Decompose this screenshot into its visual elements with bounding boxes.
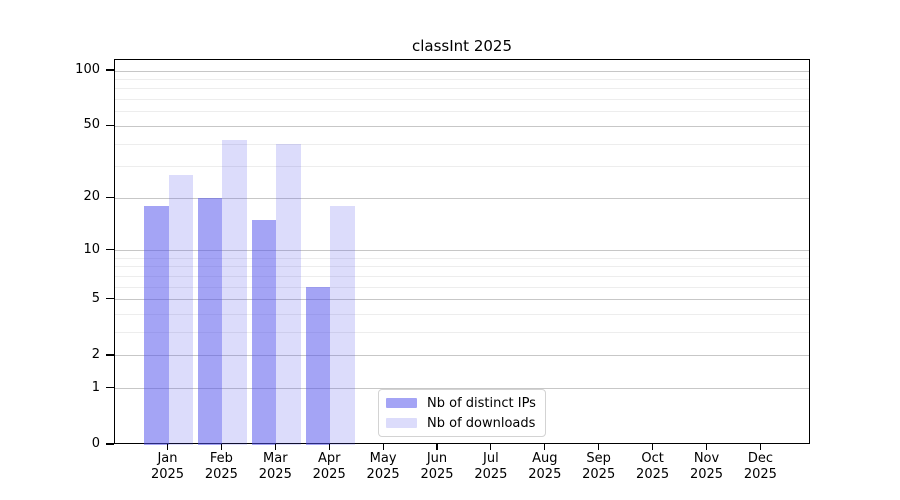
y-tick-label-10: 10	[83, 241, 100, 257]
y-tick-mark-100	[106, 69, 114, 71]
gridline-minor-9	[115, 257, 809, 259]
y-tick-label-100: 100	[75, 62, 100, 77]
x-tick-mark-sep	[598, 444, 600, 450]
legend: Nb of distinct IPs Nb of downloads	[378, 389, 546, 437]
legend-label-distinct-ips: Nb of distinct IPs	[427, 395, 536, 411]
y-tick-label-1: 1	[91, 379, 100, 395]
legend-swatch-downloads	[386, 417, 417, 429]
y-tick-label-2: 2	[91, 346, 100, 362]
legend-item-distinct-ips: Nb of distinct IPs	[386, 394, 545, 412]
y-tick-label-0: 0	[91, 436, 100, 451]
bar-jan-downloads	[168, 174, 193, 445]
chart-title: classInt 2025	[412, 37, 512, 55]
bar-feb-distinct-ips	[197, 198, 223, 445]
y-tick-mark-2	[106, 354, 114, 356]
gridline-minor-4	[115, 314, 809, 316]
x-tick-mark-apr	[328, 444, 330, 450]
gridline-minor-8	[115, 266, 809, 268]
gridline-major-20	[115, 197, 809, 199]
gridline-major-100	[115, 70, 809, 72]
x-tick-label-may: May 2025	[366, 451, 400, 482]
x-tick-mark-jul	[490, 444, 492, 450]
bar-mar-distinct-ips	[251, 220, 277, 445]
x-tick-mark-feb	[220, 444, 222, 450]
legend-label-downloads: Nb of downloads	[427, 415, 536, 431]
x-tick-mark-jun	[436, 444, 438, 450]
x-tick-label-apr: Apr 2025	[312, 451, 346, 482]
x-tick-label-sep: Sep 2025	[582, 451, 616, 482]
y-tick-mark-1	[106, 387, 114, 389]
x-tick-mark-oct	[652, 444, 654, 450]
gridline-minor-60	[115, 111, 809, 113]
gridline-major-50	[115, 125, 809, 127]
x-tick-label-jan: Jan 2025	[150, 451, 185, 482]
x-tick-label-mar: Mar 2025	[258, 451, 292, 482]
x-tick-mark-mar	[274, 444, 276, 450]
bar-feb-downloads	[222, 140, 247, 445]
bar-apr-distinct-ips	[305, 287, 331, 445]
y-tick-label-50: 50	[83, 117, 100, 133]
gridline-major-2	[115, 355, 809, 357]
x-tick-label-jul: Jul 2025	[474, 451, 508, 482]
gridline-minor-30	[115, 166, 809, 168]
bar-jan-distinct-ips	[144, 206, 169, 445]
gridline-major-10	[115, 250, 809, 252]
y-tick-mark-50	[106, 124, 114, 126]
gridline-minor-80	[115, 88, 809, 90]
x-tick-mark-aug	[544, 444, 546, 450]
x-tick-mark-may	[382, 444, 384, 450]
y-tick-label-20: 20	[83, 189, 100, 205]
gridline-minor-70	[115, 99, 809, 101]
y-tick-mark-10	[106, 249, 114, 251]
x-tick-label-jun: Jun 2025	[420, 451, 454, 482]
plot-area	[114, 59, 810, 445]
gridline-major-5	[115, 299, 809, 301]
x-tick-label-nov: Nov 2025	[689, 451, 724, 482]
gridline-minor-6	[115, 286, 809, 288]
x-tick-mark-dec	[759, 444, 761, 450]
bar-apr-downloads	[330, 206, 355, 445]
y-tick-label-5: 5	[91, 290, 100, 306]
gridline-major-1	[115, 388, 809, 390]
y-tick-mark-0	[106, 443, 114, 445]
bar-mar-downloads	[276, 144, 301, 445]
x-tick-label-feb: Feb 2025	[204, 451, 238, 482]
x-tick-mark-jan	[166, 444, 169, 450]
gridline-minor-3	[115, 332, 809, 334]
x-tick-label-dec: Dec 2025	[743, 451, 777, 482]
x-tick-mark-nov	[705, 444, 708, 450]
x-tick-label-oct: Oct 2025	[636, 451, 670, 482]
y-tick-mark-20	[106, 196, 114, 198]
legend-item-downloads: Nb of downloads	[386, 414, 545, 432]
gridline-minor-40	[115, 143, 809, 145]
x-tick-label-aug: Aug 2025	[528, 451, 562, 482]
y-tick-mark-5	[106, 298, 114, 300]
legend-swatch-distinct-ips	[386, 397, 417, 409]
gridline-minor-7	[115, 275, 809, 277]
gridline-minor-90	[115, 78, 809, 80]
